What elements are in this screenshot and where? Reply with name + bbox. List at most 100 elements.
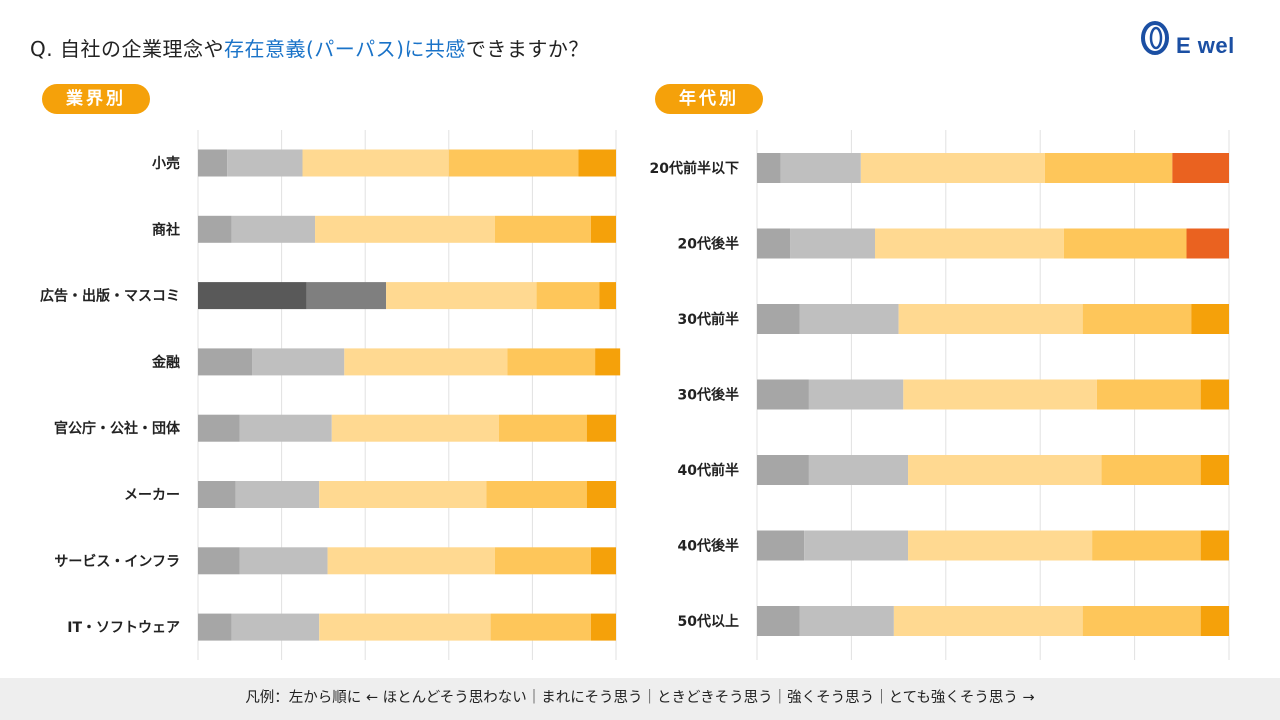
bar-segment <box>1101 455 1201 485</box>
bar-segment <box>319 613 491 641</box>
bar-segment <box>198 613 232 641</box>
bar-segment <box>494 547 591 575</box>
bar-segment <box>198 414 240 442</box>
category-label: 40代前半 <box>678 462 739 479</box>
bar-segment <box>448 149 579 177</box>
bar-segment <box>757 153 781 183</box>
bar-segment <box>227 149 303 177</box>
bar-segment <box>590 215 616 243</box>
category-label: メーカー <box>124 488 180 504</box>
bar-segment <box>486 481 587 508</box>
bar-segment <box>799 304 899 334</box>
bar-segment <box>808 455 909 485</box>
bar-segment <box>490 613 591 641</box>
bar-segment <box>306 282 387 310</box>
bar-segment <box>757 606 800 636</box>
age-bar-chart: 20代前半以下 20代後半 30代前半 30代後半 40代前半 40代後半 50代以上 <box>650 130 1230 660</box>
bar-segment <box>252 348 345 376</box>
bar-segment <box>903 379 1097 410</box>
bar-segment <box>595 348 621 376</box>
category-label: IT・ソフトウェア <box>67 620 180 636</box>
bar-segment <box>586 414 616 442</box>
bar-segment <box>1186 228 1229 259</box>
bar-segment <box>1172 153 1229 183</box>
category-label: 官公庁・公社・団体 <box>54 420 181 437</box>
bar-segment <box>586 481 616 508</box>
legend-footer: 凡例：左から順に ← ほとんどそう思わない｜まれにそう思う｜ときどきそう思う｜強… <box>0 678 1280 720</box>
question-highlight: 存在意義(パーパス)に共感 <box>223 37 466 61</box>
bar-segment <box>1044 153 1173 183</box>
bar-segment <box>315 215 495 243</box>
category-label: 金融 <box>151 354 180 371</box>
bar-segment <box>757 379 809 410</box>
category-label: 30代後半 <box>678 387 739 404</box>
section-label-age: 年代別 <box>655 84 763 114</box>
bar-segment <box>908 530 1093 561</box>
question-prefix: Q. 自社の企業理念や <box>30 37 224 61</box>
category-label: 20代後半 <box>678 236 739 253</box>
bar-segment <box>331 414 499 442</box>
bar-segment <box>757 228 791 259</box>
bar-segment <box>1200 606 1229 636</box>
category-label: 広告・出版・マスコミ <box>40 288 180 305</box>
bar-segment <box>908 455 1102 485</box>
bar-segment <box>590 547 616 575</box>
bar-segment <box>198 149 228 177</box>
bar-segment <box>1200 530 1229 561</box>
bar-segment <box>804 530 909 561</box>
ewel-logo-icon <box>1141 21 1169 55</box>
bar-segment <box>231 215 316 243</box>
bar-segment <box>757 455 809 485</box>
bar-segment <box>386 282 537 310</box>
category-label: 40代後半 <box>678 538 739 555</box>
bar-segment <box>875 228 1064 259</box>
bar-segment <box>1082 304 1192 334</box>
category-label: 小売 <box>152 155 180 172</box>
bar-segment <box>494 215 591 243</box>
bar-segment <box>1082 606 1201 636</box>
bar-segment <box>239 547 328 575</box>
bar-segment <box>498 414 587 442</box>
bar-segment <box>1092 530 1201 561</box>
question-suffix: できますか？ <box>465 37 589 61</box>
bar-segment <box>536 282 600 310</box>
legend-text: 凡例：左から順に ← ほとんどそう思わない｜まれにそう思う｜ときどきそう思う｜強… <box>245 690 1035 706</box>
bar-segment <box>578 149 616 177</box>
bar-segment <box>898 304 1083 334</box>
bar-segment <box>231 613 320 641</box>
category-label: 20代前半以下 <box>650 160 739 177</box>
bar-segment <box>757 530 805 561</box>
logo-text: E wel <box>1176 33 1235 58</box>
bar-segment <box>319 481 487 508</box>
bar-segment <box>790 228 875 259</box>
bar-segment <box>1191 304 1229 334</box>
category-label: サービス・インフラ <box>54 554 180 570</box>
bar-segment <box>327 547 495 575</box>
bar-segment <box>808 379 904 410</box>
bar-segment <box>590 613 616 641</box>
bar-segment <box>239 414 332 442</box>
section-label-industry: 業界別 <box>42 84 150 114</box>
ewel-logo: E wel <box>1138 18 1258 62</box>
bar-segment <box>757 304 800 334</box>
bar-segment <box>507 348 596 376</box>
header: Q. 自社の企業理念や存在意義(パーパス)に共感できますか？ E wel <box>0 0 1280 80</box>
bar-segment <box>198 547 240 575</box>
bar-segment <box>893 606 1083 636</box>
bar-segment <box>198 215 232 243</box>
category-label: 30代前半 <box>678 311 739 328</box>
bar-segment <box>860 153 1045 183</box>
bar-segment <box>1200 455 1229 485</box>
question-title: Q. 自社の企業理念や存在意義(パーパス)に共感できますか？ <box>30 33 589 62</box>
bar-segment <box>302 149 449 177</box>
bar-segment <box>198 282 307 310</box>
bar-segment <box>1200 379 1229 410</box>
bar-segment <box>1096 379 1201 410</box>
bar-segment <box>599 282 616 310</box>
bar-segment <box>344 348 508 376</box>
category-label: 商社 <box>152 221 180 238</box>
category-label: 50代以上 <box>678 613 739 630</box>
bar-segment <box>780 153 861 183</box>
bar-segment <box>198 481 236 508</box>
